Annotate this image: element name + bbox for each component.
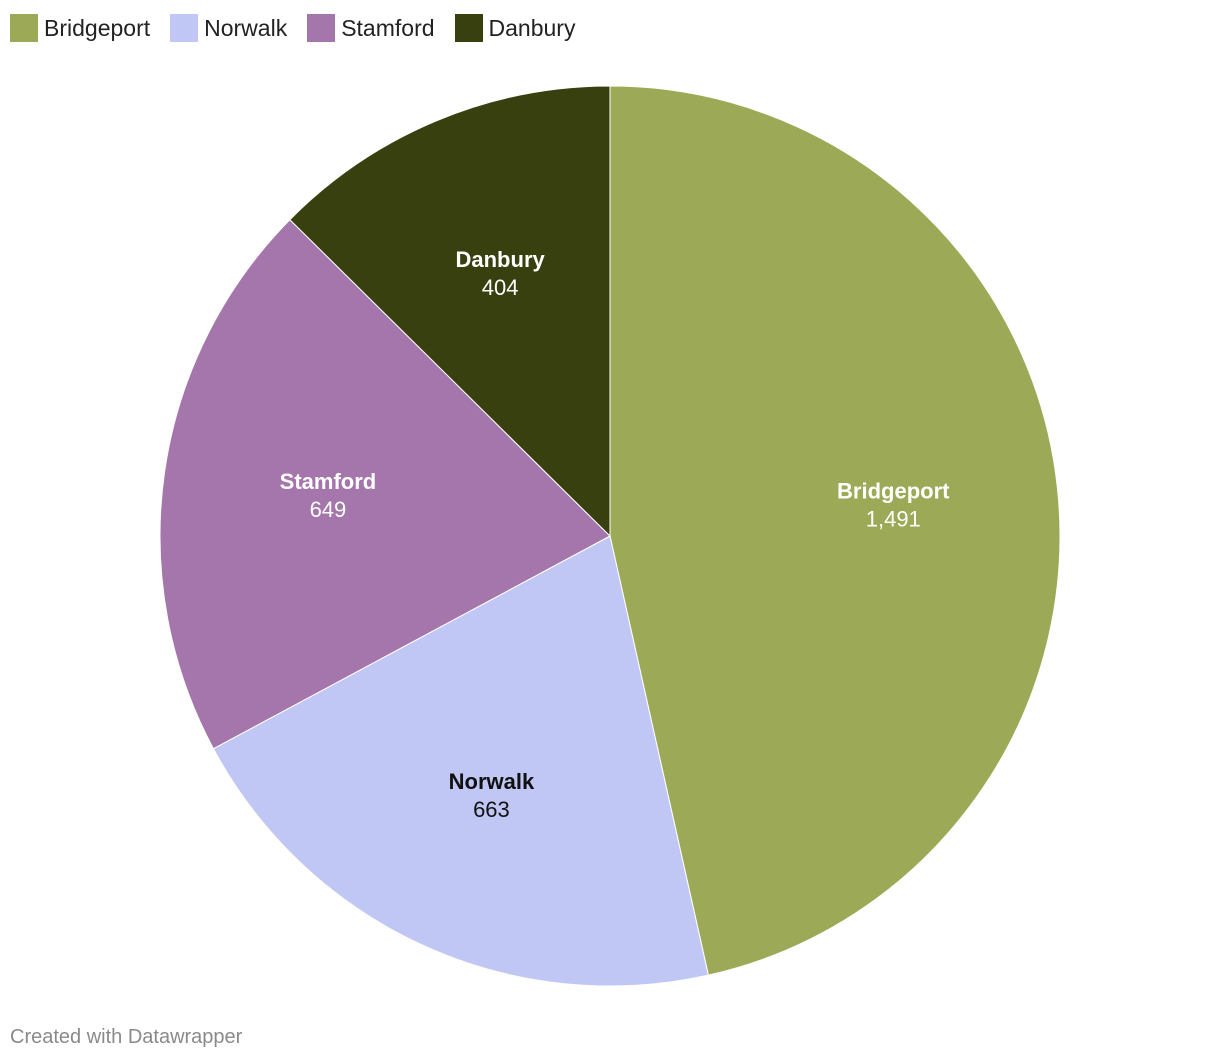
pie-slice-bridgeport bbox=[609, 85, 1061, 976]
slice-label-danbury: Danbury bbox=[456, 247, 546, 272]
slice-value-norwalk: 663 bbox=[473, 797, 510, 822]
legend-label: Stamford bbox=[341, 14, 435, 41]
legend-item-stamford: Stamford bbox=[307, 14, 435, 42]
legend-label: Danbury bbox=[488, 14, 576, 41]
legend-item-norwalk: Norwalk bbox=[170, 14, 287, 42]
slice-value-danbury: 404 bbox=[482, 275, 519, 300]
slice-value-stamford: 649 bbox=[310, 497, 347, 522]
slice-label-bridgeport: Bridgeport bbox=[837, 479, 950, 504]
pie-chart: Bridgeport 1,491 Norwalk 663 Stamford 649 Danb… bbox=[159, 85, 1061, 987]
pie-labels: Bridgeport 1,491 Norwalk 663 Stamford 649 Danb… bbox=[280, 247, 951, 822]
pie-slice-stamford bbox=[159, 219, 611, 750]
legend-label: Norwalk bbox=[204, 14, 288, 41]
legend-swatch bbox=[10, 14, 38, 42]
pie-slice-norwalk bbox=[212, 535, 709, 987]
slice-label-norwalk: Norwalk bbox=[449, 769, 535, 794]
slice-label-stamford: Stamford bbox=[280, 469, 377, 494]
legend-label: Bridgeport bbox=[44, 14, 151, 41]
slice-value-bridgeport: 1,491 bbox=[866, 507, 921, 532]
pie-slices bbox=[159, 85, 1061, 987]
pie-slice-danbury bbox=[289, 85, 611, 538]
legend-swatch bbox=[170, 14, 199, 42]
legend-item-danbury: Danbury bbox=[454, 14, 576, 42]
legend-swatch bbox=[307, 14, 336, 42]
legend-item-bridgeport: Bridgeport bbox=[10, 14, 150, 42]
credit-text: Created with Datawrapper bbox=[10, 1026, 243, 1048]
legend: Bridgeport Norwalk Stamford Danbury bbox=[10, 12, 595, 44]
legend-swatch bbox=[454, 14, 483, 42]
